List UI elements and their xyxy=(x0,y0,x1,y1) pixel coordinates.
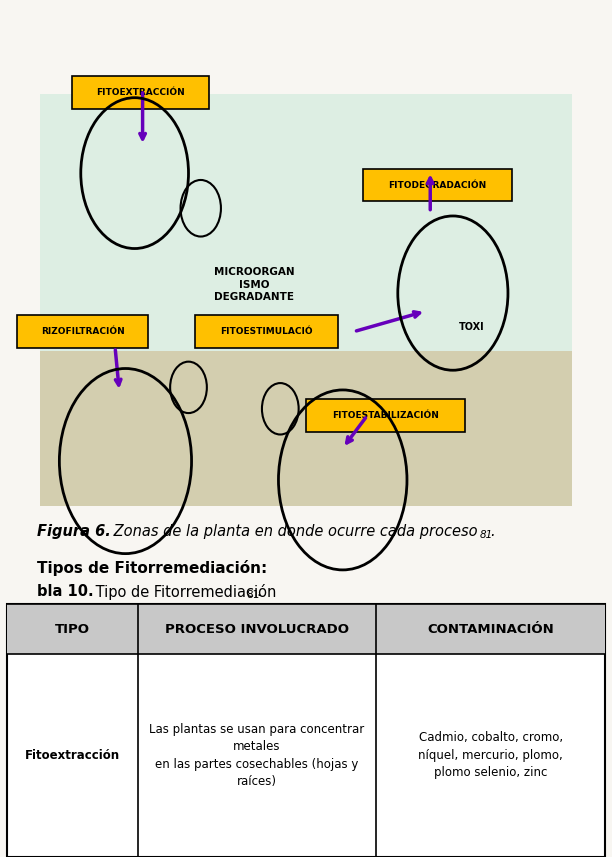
Text: RIZOFILTRACIÓN: RIZOFILTRACIÓN xyxy=(41,327,124,336)
FancyBboxPatch shape xyxy=(306,399,465,432)
Text: TOXI: TOXI xyxy=(458,322,484,333)
Bar xyxy=(7,604,605,654)
Text: FITOESTIMULACIÓ: FITOESTIMULACIÓ xyxy=(220,327,313,336)
Text: FITOEXTRACCIÓN: FITOEXTRACCIÓN xyxy=(96,88,185,97)
Text: Tipos de Fitorremediación:: Tipos de Fitorremediación: xyxy=(37,560,267,577)
FancyBboxPatch shape xyxy=(195,315,338,348)
FancyBboxPatch shape xyxy=(363,169,512,201)
Text: PROCESO INVOLUCRADO: PROCESO INVOLUCRADO xyxy=(165,622,349,636)
Text: FITOESTABILIZACIÓN: FITOESTABILIZACIÓN xyxy=(332,411,439,420)
Text: Zonas de la planta en donde ocurre cada proceso: Zonas de la planta en donde ocurre cada … xyxy=(109,524,477,540)
Text: 81: 81 xyxy=(247,590,260,600)
FancyBboxPatch shape xyxy=(72,76,209,109)
Text: MICROORGAN
ISMO
DEGRADANTE: MICROORGAN ISMO DEGRADANTE xyxy=(214,267,294,302)
Text: .: . xyxy=(490,524,495,540)
Text: Las plantas se usan para concentrar
metales
en las partes cosechables (hojas y
r: Las plantas se usan para concentrar meta… xyxy=(149,722,365,788)
Text: Fitoextracción: Fitoextracción xyxy=(25,749,120,762)
Text: FITODEGRADACIÓN: FITODEGRADACIÓN xyxy=(389,181,487,189)
Text: .: . xyxy=(256,584,261,600)
Text: TIPO: TIPO xyxy=(55,622,90,636)
Bar xyxy=(40,94,572,506)
Text: 81: 81 xyxy=(479,530,493,540)
Text: Figura 6.: Figura 6. xyxy=(37,524,111,540)
Text: bla 10.: bla 10. xyxy=(37,584,94,600)
Bar xyxy=(7,604,605,857)
FancyBboxPatch shape xyxy=(17,315,148,348)
Text: CONTAMINACIÓN: CONTAMINACIÓN xyxy=(427,622,554,636)
Text: Tipo de Fitorremediación: Tipo de Fitorremediación xyxy=(91,584,276,601)
Text: Cadmio, cobalto, cromo,
níquel, mercurio, plomo,
plomo selenio, zinc: Cadmio, cobalto, cromo, níquel, mercurio… xyxy=(418,731,563,780)
Bar xyxy=(40,351,572,506)
